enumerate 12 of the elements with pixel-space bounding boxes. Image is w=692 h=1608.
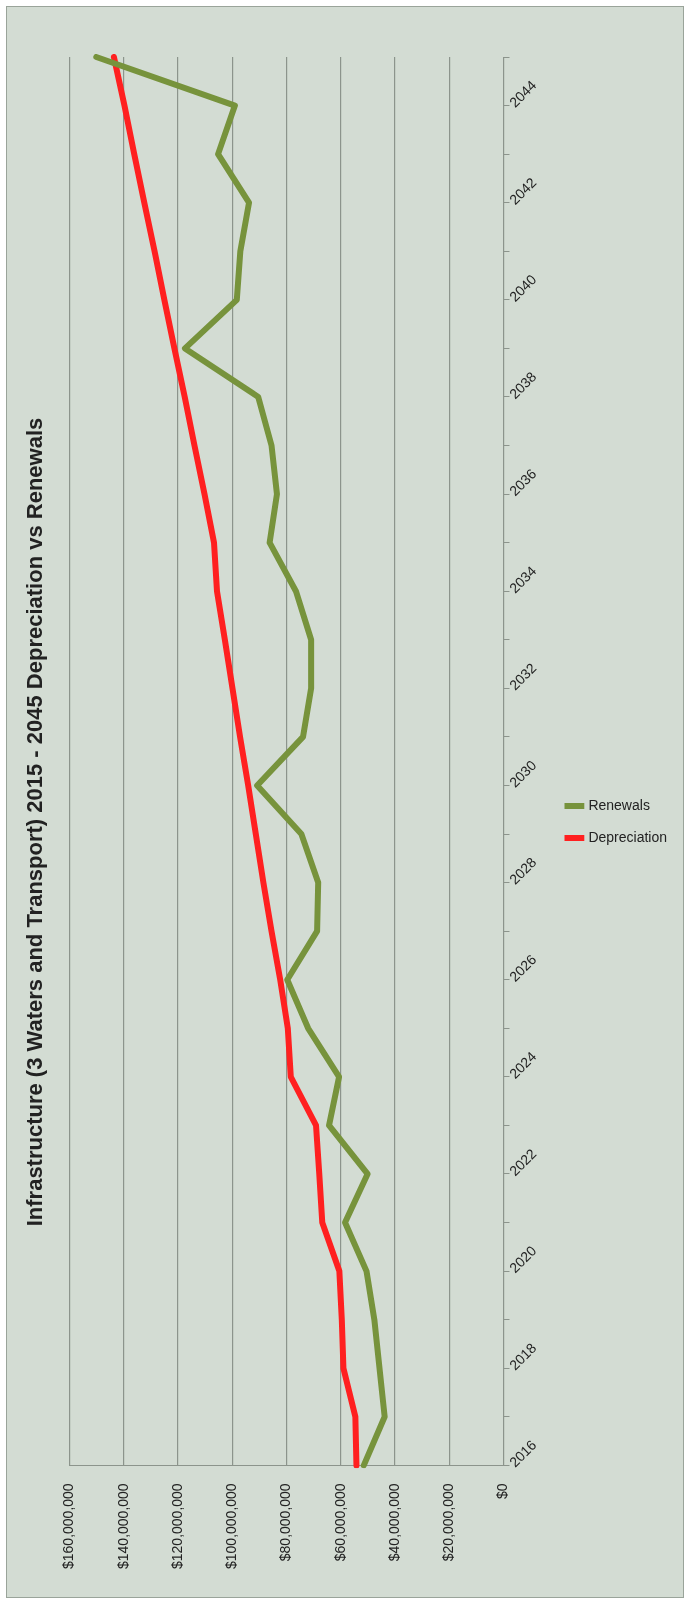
x-tick-label: $120,000,000 [168,1483,185,1569]
x-tick-label: $140,000,000 [114,1483,131,1569]
x-tick-label: $0 [494,1483,511,1499]
x-tick-label: $100,000,000 [223,1483,240,1569]
legend-label: Renewals [588,796,650,813]
x-tick-label: $60,000,000 [331,1483,348,1562]
text: Infrastructure (3 Waters and Transport) 2015 - 2045 Depreciation vs Renewals [22,417,48,1227]
x-tick-label: $20,000,000 [440,1483,457,1562]
x-tick-label: $80,000,000 [277,1483,294,1562]
x-tick-label: $40,000,000 [385,1483,402,1562]
legend-label: Depreciation [588,828,668,845]
x-tick-label: $160,000,000 [60,1483,77,1569]
